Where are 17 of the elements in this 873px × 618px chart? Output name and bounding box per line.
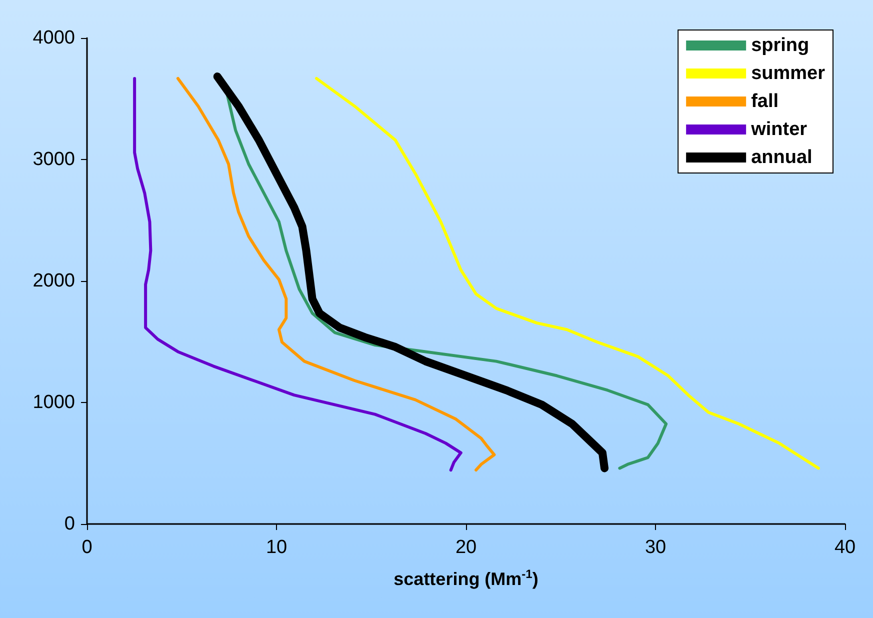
legend-label: fall: [751, 91, 779, 112]
y-tick-label: 3000: [32, 149, 75, 170]
y-tick-label: 1000: [32, 392, 75, 413]
y-tick-label: 0: [64, 514, 75, 534]
x-tick-label: 0: [82, 537, 92, 558]
x-tick-label: 40: [834, 537, 856, 558]
legend-label: summer: [751, 63, 826, 84]
legend-label: annual: [751, 147, 812, 168]
line-series: [176, 76, 496, 472]
legend-label: spring: [751, 35, 810, 56]
x-tick-label: 10: [266, 537, 288, 558]
x-tick-label: 20: [455, 537, 477, 558]
y-tick-label: 4000: [32, 28, 75, 48]
x-tick-label: 30: [644, 537, 666, 558]
y-tick-label: 2000: [32, 270, 75, 292]
line-series: [133, 76, 462, 472]
legend-label: winter: [750, 119, 808, 140]
